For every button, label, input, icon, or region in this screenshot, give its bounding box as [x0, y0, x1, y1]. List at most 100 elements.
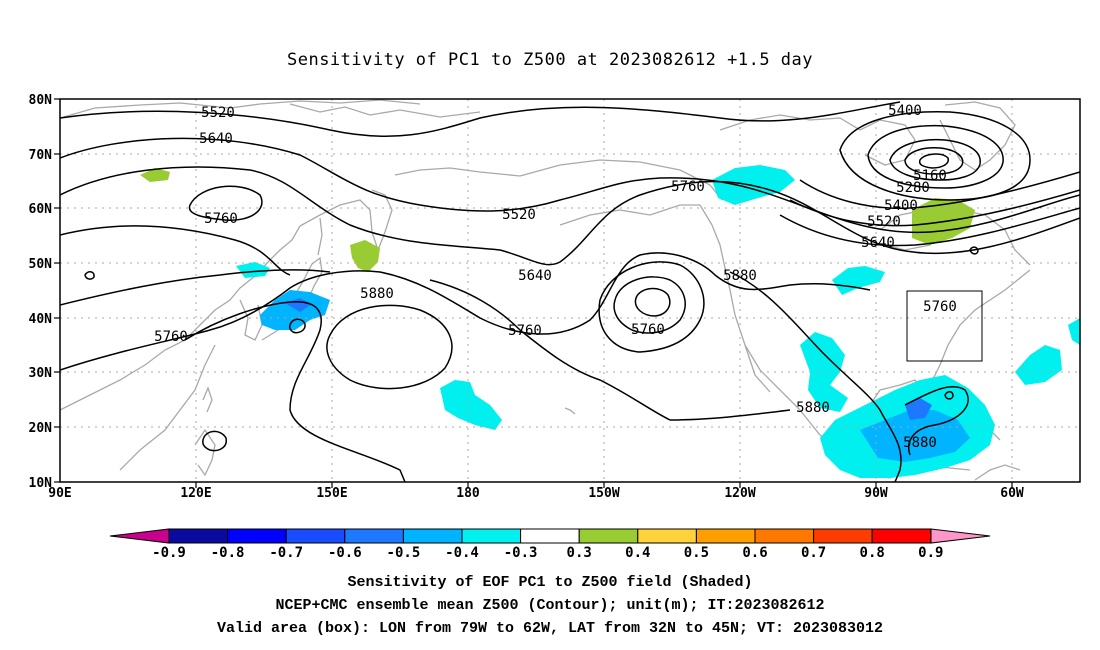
coastline-south-america — [974, 464, 1021, 481]
contour-5880-pacific-high — [326, 304, 453, 390]
lon-label: 60W — [1000, 486, 1024, 501]
shade-negative-great-lakes — [832, 266, 885, 295]
contour-5760-northern — [60, 166, 1080, 266]
contour-label: 5880 — [360, 286, 394, 302]
colorbar-label: 0.5 — [684, 545, 709, 561]
lat-ticks — [54, 98, 60, 483]
contour-5160-greenland — [889, 138, 981, 181]
colorbar-low-extend — [109, 528, 170, 544]
lon-label: 90E — [48, 486, 71, 501]
coastline-korea — [239, 299, 263, 341]
shade-positive-kamchatka — [350, 240, 380, 272]
contour-5880-subtropics — [60, 269, 331, 306]
contour-5400-greenland-1 — [839, 111, 1031, 201]
coastline-east-asia — [60, 225, 301, 411]
lon-label: 180 — [456, 486, 480, 501]
contour-closed-small-1 — [84, 271, 95, 280]
colorbar-swatch — [402, 528, 463, 544]
coastline-kamchatka — [371, 189, 393, 251]
contour-label: 5760 — [923, 299, 957, 315]
contour-closed-small-3 — [288, 318, 306, 334]
contour-label: 5640 — [518, 268, 552, 284]
contour-5160-greenland-inner — [904, 147, 964, 175]
coastline-na-east — [929, 269, 1031, 386]
coastline-arctic-siberia — [60, 99, 421, 119]
contour-closed-small-4 — [969, 246, 979, 255]
colorbar-label: 0.9 — [918, 545, 943, 561]
contour-label: 5160 — [913, 168, 947, 184]
contour-label: 5880 — [903, 435, 937, 451]
lon-ticks — [195, 482, 1013, 488]
contour-label: 5520 — [867, 214, 901, 230]
colorbar-label: -0.4 — [445, 545, 479, 561]
contour-5640-labrador — [779, 207, 1080, 247]
valid-area-box — [906, 290, 983, 362]
shade-positive-okhotsk — [140, 168, 170, 182]
contour-closed-hawaii — [944, 391, 954, 400]
colorbar-swatch — [285, 528, 346, 544]
contour-5880-loop — [598, 261, 705, 353]
contour-5880-americas — [729, 271, 902, 482]
contour-label: 5640 — [199, 131, 233, 147]
contour-label: 5280 — [896, 180, 930, 196]
shade-negative-japan-sea — [236, 262, 270, 278]
colorbar-swatch — [754, 528, 815, 544]
coastline-hawaii — [564, 407, 576, 415]
contour-5760-pacific-low — [613, 276, 686, 334]
coastline-baja — [744, 344, 771, 393]
colorbar-swatch — [520, 528, 580, 544]
contour-5520-labrador — [789, 189, 1080, 227]
colorbar-swatch — [871, 528, 932, 544]
contour-greenland-center — [918, 153, 949, 169]
map-title: Sensitivity of PC1 to Z500 at 2023082612… — [286, 50, 813, 70]
caption-valid-area: Valid area (box): LON from 79W to 62W, L… — [216, 620, 884, 637]
lat-label: 50N — [29, 257, 53, 272]
contour-label: 5400 — [888, 103, 922, 119]
lon-label: 120E — [180, 486, 211, 501]
colorbar-label: -0.3 — [504, 545, 538, 561]
coastline-philippines — [194, 428, 216, 477]
shade-negative-caribbean-strong — [905, 398, 932, 420]
contour-5880-east-pacific — [429, 279, 791, 421]
contour-5520-arctic — [60, 101, 901, 138]
colorbar-swatch — [168, 528, 229, 544]
lon-label: 120W — [724, 486, 755, 501]
contour-label: 5760 — [204, 211, 238, 227]
shade-negative-atlantic — [1015, 345, 1062, 385]
contour-label: 5760 — [631, 322, 665, 338]
coastline-china-south — [119, 344, 216, 471]
shade-negative-central-pacific — [440, 380, 502, 430]
contour-closed-small-2 — [202, 430, 227, 452]
contour-label: 5880 — [723, 268, 757, 284]
contour-5760-pacific-low-inner — [634, 287, 671, 317]
lat-label: 40N — [29, 312, 53, 327]
contour-label: 5640 — [861, 235, 895, 251]
coastline-baffin — [859, 119, 916, 166]
caption-contour: NCEP+CMC ensemble mean Z500 (Contour); u… — [275, 597, 825, 614]
coastline-taymyr — [289, 103, 481, 118]
contour-5400-labrador — [799, 171, 1080, 209]
colorbar-label: -0.9 — [152, 545, 186, 561]
lat-label: 70N — [29, 148, 53, 163]
shade-negative-atlantic-east — [1068, 318, 1080, 345]
colorbar-high-extend — [930, 528, 991, 544]
coastline-alaska — [519, 159, 723, 201]
coastlines — [60, 99, 1031, 481]
longitude-axis: 90E 120E 150E 180 150W 120W 90W 60W — [48, 486, 1024, 501]
contour-label: 5760 — [508, 323, 542, 339]
lon-label: 150E — [316, 486, 347, 501]
colorbar-swatch — [344, 528, 404, 544]
colorbar-label: -0.6 — [328, 545, 362, 561]
coastline-canada-arctic — [719, 114, 861, 131]
contour-label: 5400 — [884, 198, 918, 214]
contour-label: 5760 — [154, 329, 188, 345]
contour-label-group: 5520 5640 5760 5880 5760 5520 5640 5760 … — [154, 103, 957, 451]
colorbar-swatch — [637, 528, 697, 544]
contour-5880-main — [184, 301, 406, 482]
contour-label: 5760 — [671, 179, 705, 195]
contour-label: 5520 — [201, 105, 235, 121]
coastline-taiwan — [202, 386, 213, 413]
caption-shading: Sensitivity of EOF PC1 to Z500 field (Sh… — [347, 574, 753, 591]
shade-negative-japan — [260, 290, 330, 330]
